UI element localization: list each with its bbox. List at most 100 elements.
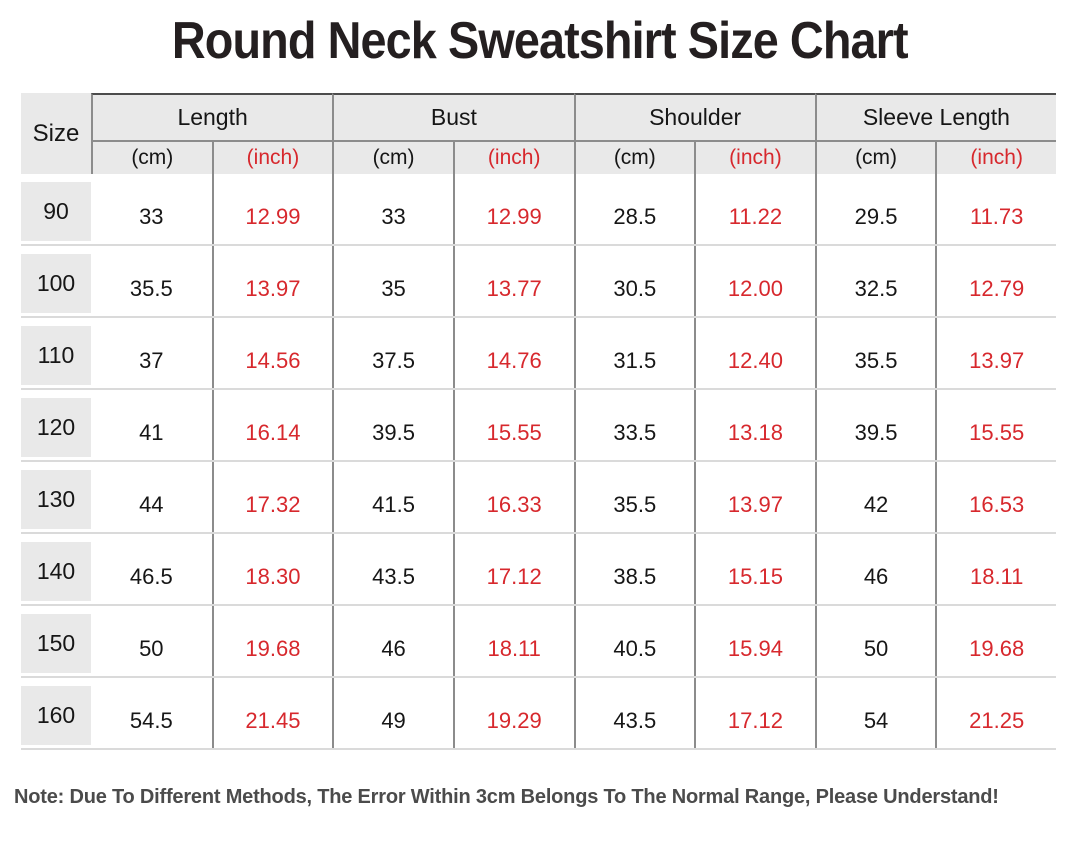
header-unit-sleeve-cm: (cm) [814,142,936,174]
length-inch-value: 17.32 [211,462,333,532]
sleeve-inch-value: 19.68 [935,606,1056,676]
title-bar: Round Neck Sweatshirt Size Chart [0,10,1080,72]
size-cell: 110 [21,318,91,388]
sleeve-cm-value: 35.5 [814,318,936,388]
size-chip: 100 [21,254,91,313]
bust-cm-value: 35 [332,246,453,316]
sleeve-cm-value: 54 [814,678,936,748]
shoulder-inch-value: 15.94 [694,606,815,676]
size-chip: 90 [21,182,91,241]
header-unit-bust-cm: (cm) [332,142,453,174]
header-unit-bust-inch: (inch) [452,142,574,174]
table-row-size-90: 90 33 12.99 33 12.99 28.5 11.22 29.5 11.… [21,174,1056,246]
bust-cm-value: 46 [332,606,453,676]
sleeve-inch-value: 18.11 [935,534,1056,604]
header-unit-shoulder-inch: (inch) [694,142,815,174]
shoulder-cm-value: 35.5 [573,462,695,532]
sleeve-inch-value: 15.55 [935,390,1056,460]
size-cell: 150 [21,606,91,676]
size-cell: 140 [21,534,91,604]
header-group-bust: Bust [332,93,574,142]
shoulder-inch-value: 12.00 [694,246,815,316]
length-cm-value: 44 [139,492,164,517]
bust-cm-value: 49 [332,678,453,748]
length-cm-value: 50 [139,636,164,661]
bust-inch-value: 17.12 [452,534,574,604]
shoulder-inch-value: 15.15 [694,534,815,604]
header-group-shoulder: Shoulder [573,93,815,142]
bust-inch-value: 19.29 [452,678,574,748]
sleeve-inch-value: 12.79 [935,246,1056,316]
length-cm-value: 54.5 [129,708,173,733]
shoulder-cm-value: 33.5 [573,390,695,460]
size-chip: 110 [21,326,91,385]
shoulder-cm-value: 30.5 [573,246,695,316]
sleeve-inch-value: 13.97 [935,318,1056,388]
bust-cm-value: 41.5 [332,462,453,532]
page-title: Round Neck Sweatshirt Size Chart [172,12,909,70]
bust-inch-value: 13.77 [452,246,574,316]
sleeve-cm-value: 46 [814,534,936,604]
bust-cm-value: 39.5 [332,390,453,460]
size-chip: 120 [21,398,91,457]
length-cm-value: 35.5 [129,276,173,301]
length-inch-value: 13.97 [211,246,333,316]
note-text: Note: Due To Different Methods, The Erro… [14,786,999,808]
sleeve-inch-value: 21.25 [935,678,1056,748]
shoulder-cm-value: 43.5 [573,678,695,748]
table-row-size-150: 150 50 19.68 46 18.11 40.5 15.94 50 19.6… [21,606,1056,678]
table-row-size-130: 130 44 17.32 41.5 16.33 35.5 13.97 42 16… [21,462,1056,534]
length-cm-value: 41 [139,420,164,445]
sleeve-cm-value: 42 [814,462,936,532]
length-cm-value: 46.5 [129,564,173,589]
size-chip: 160 [21,686,91,745]
size-cell: 120 [21,390,91,460]
bust-cm-value: 33 [332,174,453,244]
table-row-size-100: 100 35.5 13.97 35 13.77 30.5 12.00 32.5 … [21,246,1056,318]
size-cell: 160 [21,678,91,748]
header-unit-sleeve-inch: (inch) [935,142,1056,174]
shoulder-cm-value: 31.5 [573,318,695,388]
length-cm-value: 37 [139,348,164,373]
header-unit-length-inch: (inch) [211,142,333,174]
size-cell: 90 [21,174,91,244]
table-row-size-120: 120 41 16.14 39.5 15.55 33.5 13.18 39.5 … [21,390,1056,462]
length-inch-value: 16.14 [211,390,333,460]
size-chart-table: Size Length Bust Shoulder Sleeve Length … [21,93,1056,750]
bust-cm-value: 43.5 [332,534,453,604]
shoulder-inch-value: 13.97 [694,462,815,532]
bust-inch-value: 14.76 [452,318,574,388]
shoulder-inch-value: 13.18 [694,390,815,460]
length-inch-value: 12.99 [211,174,333,244]
length-inch-value: 18.30 [211,534,333,604]
bust-inch-value: 16.33 [452,462,574,532]
sleeve-inch-value: 16.53 [935,462,1056,532]
header-size-cell: Size [32,119,80,147]
table-row-size-140: 140 46.5 18.30 43.5 17.12 38.5 15.15 46 … [21,534,1056,606]
header-unit-shoulder-cm: (cm) [573,142,695,174]
header-group-sleeve-length: Sleeve Length [814,93,1056,142]
sleeve-cm-value: 32.5 [814,246,936,316]
table-header: Size Length Bust Shoulder Sleeve Length … [21,93,1056,174]
sleeve-inch-value: 11.73 [935,174,1056,244]
bust-inch-value: 18.11 [452,606,574,676]
bust-inch-value: 15.55 [452,390,574,460]
length-inch-value: 19.68 [211,606,333,676]
shoulder-inch-value: 17.12 [694,678,815,748]
header-group-length: Length [91,93,333,142]
shoulder-cm-value: 28.5 [573,174,695,244]
header-unit-length-cm: (cm) [91,142,212,174]
size-cell: 130 [21,462,91,532]
bust-inch-value: 12.99 [452,174,574,244]
shoulder-inch-value: 12.40 [694,318,815,388]
sleeve-cm-value: 29.5 [814,174,936,244]
table-body: 90 33 12.99 33 12.99 28.5 11.22 29.5 11.… [21,174,1056,750]
size-chip: 130 [21,470,91,529]
length-inch-value: 21.45 [211,678,333,748]
size-cell: 100 [21,246,91,316]
size-chip: 150 [21,614,91,673]
sleeve-cm-value: 50 [814,606,936,676]
shoulder-inch-value: 11.22 [694,174,815,244]
shoulder-cm-value: 40.5 [573,606,695,676]
